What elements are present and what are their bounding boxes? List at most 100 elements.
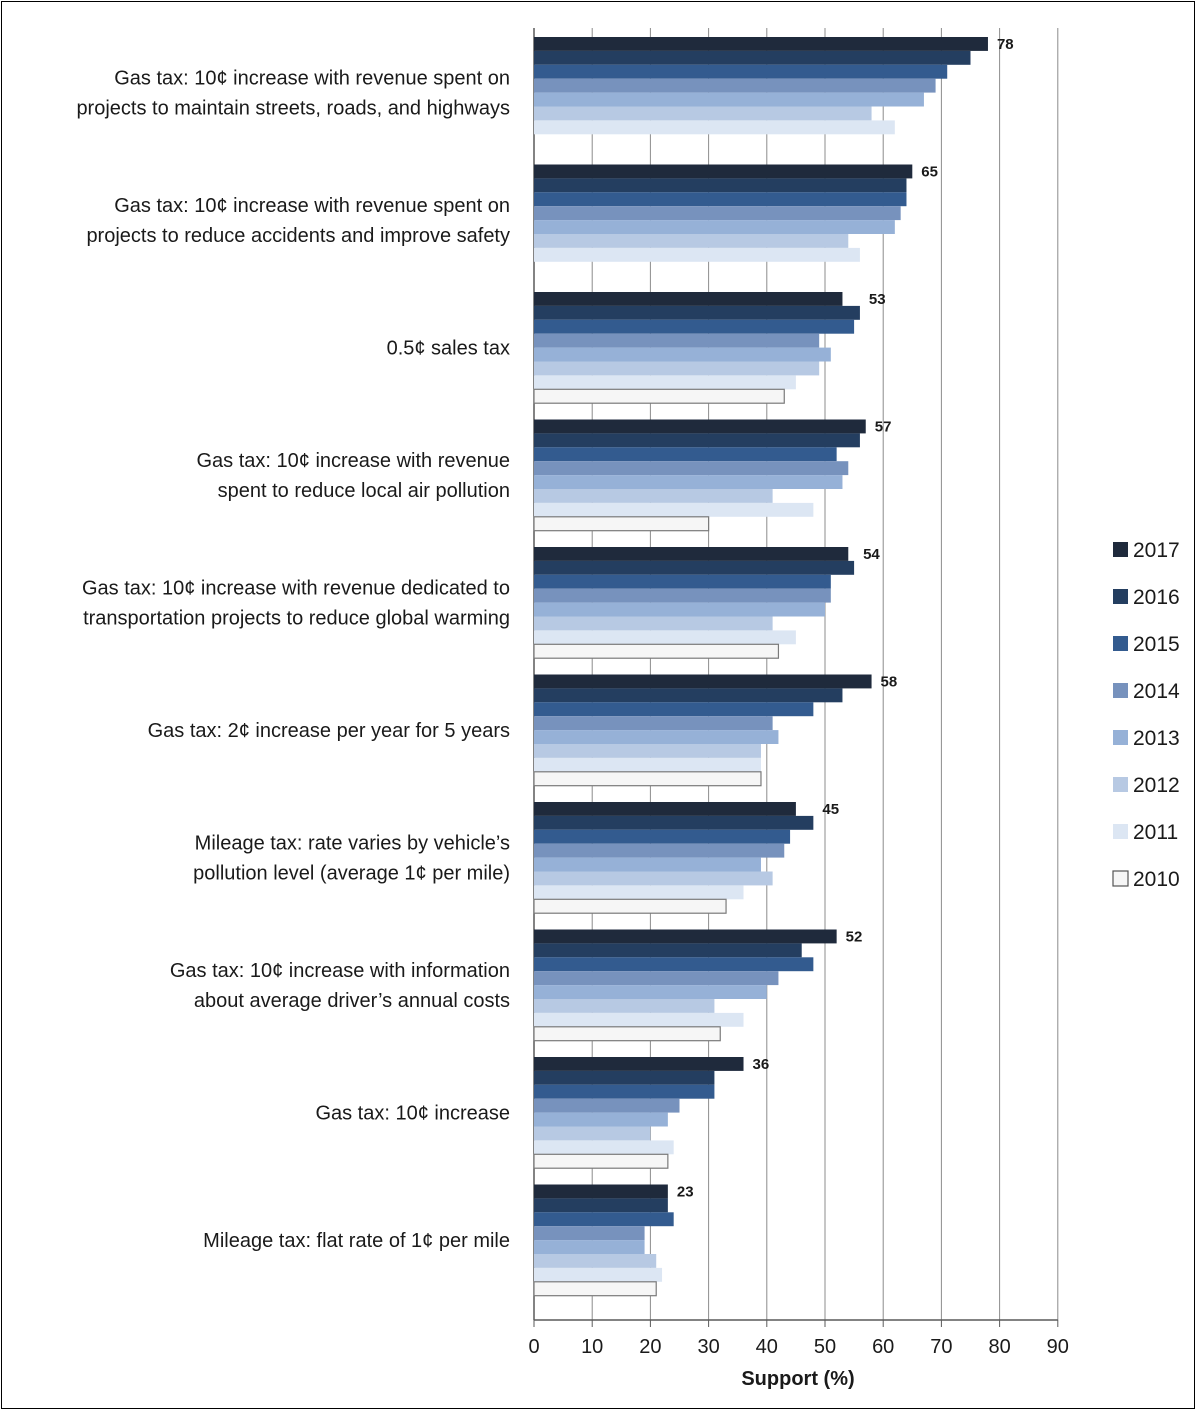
bar-2014 <box>534 1098 680 1113</box>
category-label: Gas tax: 2¢ increase per year for 5 year… <box>148 720 510 742</box>
bar-2016 <box>534 178 907 193</box>
bar-2015 <box>534 447 837 462</box>
bar-2016 <box>534 688 843 703</box>
data-label: 54 <box>863 546 880 563</box>
category-labels: Gas tax: 10¢ increase with revenue spent… <box>76 68 510 1252</box>
x-axis: 0 10 20 30 40 50 60 70 80 90 <box>528 1319 1069 1358</box>
legend-label: 2015 <box>1133 633 1180 656</box>
bar-2014 <box>534 588 831 603</box>
bar-2012 <box>534 361 820 376</box>
bar-2015 <box>534 319 855 334</box>
bar-2013 <box>534 1112 668 1127</box>
bar-2013 <box>534 92 924 107</box>
bar-2015 <box>534 64 948 79</box>
legend-swatch <box>1113 636 1128 651</box>
category-label: Gas tax: 10¢ increase with revenue spent … <box>196 450 510 502</box>
bar-2011 <box>534 1012 744 1027</box>
category-label: Gas tax: 10¢ increase with revenue dedic… <box>82 578 510 630</box>
bar-2017 <box>534 1184 668 1199</box>
legend-item-2011: 2011 <box>1113 821 1178 844</box>
bar-2017 <box>534 1057 744 1071</box>
bar-2012 <box>534 106 872 121</box>
bar-2017 <box>534 419 866 434</box>
bar-2012 <box>534 489 773 503</box>
legend: 2017 2016 2015 2014 2013 2012 2011 2010 <box>1112 539 1180 891</box>
x-tick-label: 90 <box>1047 1336 1069 1358</box>
bar-2014 <box>534 971 779 986</box>
bar-2013 <box>534 730 779 744</box>
bar-2011 <box>534 757 761 772</box>
bar-2010 <box>533 388 785 404</box>
bar-2017 <box>534 164 913 179</box>
bar-2015 <box>534 702 814 717</box>
bar-2017 <box>534 547 849 561</box>
legend-label: 2016 <box>1133 586 1180 609</box>
legend-label: 2017 <box>1133 539 1180 562</box>
legend-item-2012: 2012 <box>1113 774 1180 797</box>
bar-2016 <box>534 560 855 575</box>
bar-2017 <box>534 802 796 816</box>
bar-2015 <box>534 957 814 972</box>
bar-2012 <box>534 1254 657 1268</box>
bar-2012 <box>534 616 773 631</box>
category-label: Gas tax: 10¢ increase with information ab… <box>170 960 510 1012</box>
bar-2017 <box>534 674 872 689</box>
data-label: 78 <box>997 36 1014 53</box>
data-label: 36 <box>753 1056 770 1073</box>
category-label: Gas tax: 10¢ increase with revenue spent… <box>76 68 510 120</box>
bar-2010 <box>533 898 727 914</box>
legend-item-2016: 2016 <box>1113 586 1180 609</box>
data-label: 23 <box>677 1184 694 1201</box>
bar-2014 <box>534 78 936 93</box>
bar-2017 <box>534 292 843 306</box>
legend-label: 2011 <box>1133 821 1178 844</box>
legend-label: 2012 <box>1133 774 1180 797</box>
bar-2014 <box>534 206 901 221</box>
legend-label: 2014 <box>1133 680 1180 703</box>
bar-2015 <box>534 574 831 589</box>
bar-2010 <box>533 1281 657 1297</box>
bar-2016 <box>534 305 860 320</box>
legend-swatch <box>1113 824 1128 839</box>
category-label: Mileage tax: flat rate of 1¢ per mile <box>203 1230 510 1252</box>
bar-2017 <box>534 929 837 944</box>
bar-2013 <box>534 1240 645 1254</box>
data-label: 57 <box>875 419 892 436</box>
bars <box>533 37 988 1297</box>
x-tick-label: 70 <box>930 1336 952 1358</box>
bar-2016 <box>534 1070 715 1085</box>
bar-2011 <box>534 630 796 645</box>
data-label: 52 <box>846 929 863 946</box>
bar-2013 <box>534 857 761 872</box>
bar-2013 <box>534 602 825 617</box>
bar-2012 <box>534 744 761 758</box>
bar-2012 <box>534 1126 651 1141</box>
data-label: 53 <box>869 291 886 308</box>
legend-swatch <box>1113 683 1128 698</box>
bar-2010 <box>533 1026 721 1042</box>
bar-2013 <box>534 347 831 362</box>
bar-2014 <box>534 716 773 731</box>
x-tick-label: 40 <box>756 1336 778 1358</box>
data-label: 58 <box>881 674 898 691</box>
bar-2012 <box>534 234 849 248</box>
legend-item-2015: 2015 <box>1113 633 1180 656</box>
legend-item-2017: 2017 <box>1113 539 1180 562</box>
category-label: 0.5¢ sales tax <box>387 338 510 360</box>
bar-2011 <box>534 1140 674 1155</box>
data-label: 45 <box>822 801 839 818</box>
bar-2011 <box>534 247 860 262</box>
bar-2016 <box>534 50 971 65</box>
legend-swatch <box>1113 777 1128 792</box>
bar-2011 <box>534 375 796 390</box>
bar-2010 <box>533 643 780 659</box>
bar-2012 <box>534 999 715 1013</box>
legend-swatch <box>1113 589 1128 604</box>
bar-2011 <box>534 502 814 517</box>
data-label: 65 <box>921 164 938 181</box>
bar-2010 <box>533 516 710 532</box>
bar-2014 <box>534 461 849 476</box>
legend-label: 2010 <box>1133 868 1180 891</box>
x-tick-label: 20 <box>639 1336 661 1358</box>
bar-2010 <box>533 1153 669 1169</box>
